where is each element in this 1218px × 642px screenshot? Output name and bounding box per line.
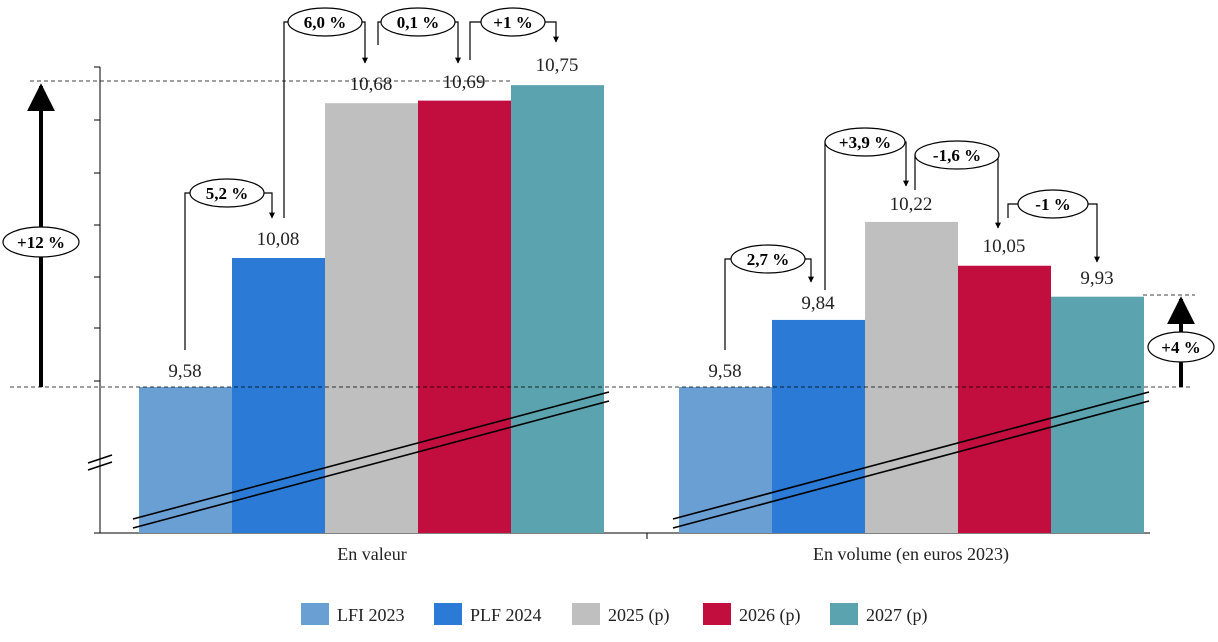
value-label: 10,69	[443, 72, 486, 93]
cumulative-label-volume: +4 %	[1161, 338, 1200, 357]
break-line	[672, 391, 1150, 520]
value-label: 9,93	[1080, 268, 1113, 289]
legend-label: 2026 (p)	[739, 605, 801, 626]
value-label: 10,68	[350, 74, 393, 95]
bar-volume-1	[772, 319, 865, 533]
legend-swatch	[434, 603, 462, 625]
value-label: 10,05	[983, 236, 1026, 257]
cumulative-badge-volume	[1147, 331, 1215, 363]
growth-label: -1 %	[1035, 195, 1070, 214]
growth-badge	[480, 7, 546, 37]
cumulative-badge-valeur	[2, 226, 80, 258]
growth-label: 5,2 %	[206, 184, 249, 203]
legend-swatch	[830, 603, 858, 625]
legend-swatch	[301, 603, 329, 625]
growth-badge	[1017, 189, 1089, 219]
bar-volume-3	[958, 265, 1051, 533]
legend-label: PLF 2024	[470, 605, 542, 625]
value-label: 10,22	[890, 194, 933, 215]
legend-label: LFI 2023	[337, 605, 405, 625]
growth-label: -1,6 %	[933, 146, 981, 165]
growth-badge	[287, 7, 363, 37]
break-line	[132, 400, 610, 529]
growth-badge	[380, 7, 456, 37]
value-label: 9,84	[801, 293, 835, 314]
legend-label: 2025 (p)	[608, 605, 670, 626]
legend-swatch	[572, 603, 600, 625]
axis-break-mark	[87, 461, 113, 471]
category-label: En valeur	[337, 544, 406, 564]
bar-valeur-4	[511, 85, 604, 533]
growth-label: +1 %	[493, 13, 532, 32]
legend-label: 2027 (p)	[866, 605, 928, 626]
bar-volume-2	[865, 221, 958, 533]
legend-swatch	[703, 603, 731, 625]
growth-badge	[189, 178, 265, 208]
cumulative-label-valeur: +12 %	[17, 233, 65, 252]
growth-label: 6,0 %	[304, 13, 347, 32]
axis-break-mark	[87, 454, 113, 464]
growth-badge	[914, 140, 1000, 170]
break-line	[672, 400, 1150, 529]
value-label: 10,08	[257, 229, 300, 250]
growth-label: 0,1 %	[397, 13, 440, 32]
bar-valeur-2	[325, 103, 418, 533]
bar-valeur-3	[418, 100, 511, 534]
bar-volume-0	[679, 387, 772, 533]
growth-badge	[824, 127, 906, 157]
growth-label: 2,7 %	[747, 250, 790, 269]
growth-label: +3,9 %	[839, 133, 891, 152]
growth-badge	[730, 244, 806, 274]
value-label: 9,58	[168, 361, 201, 382]
break-line	[132, 391, 610, 520]
bar-valeur-0	[139, 387, 232, 533]
value-label: 10,75	[536, 55, 579, 76]
value-label: 9,58	[708, 361, 741, 382]
bar-valeur-1	[232, 258, 325, 533]
category-label: En volume (en euros 2023)	[813, 544, 1009, 565]
